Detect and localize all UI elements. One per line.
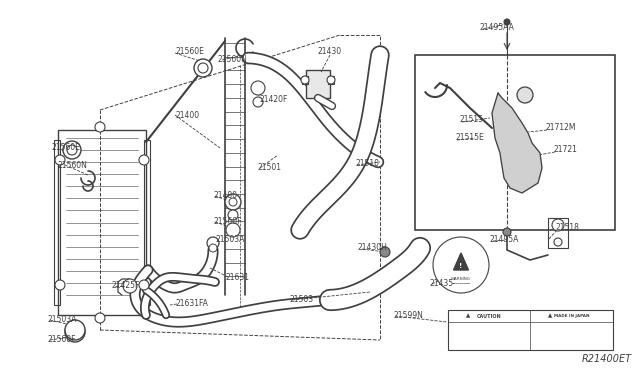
Circle shape (95, 122, 105, 132)
Circle shape (65, 320, 85, 340)
Text: 21400: 21400 (175, 110, 199, 119)
Bar (58, 130, 146, 315)
Circle shape (95, 313, 105, 323)
Circle shape (228, 210, 238, 220)
Text: !: ! (460, 263, 463, 269)
Text: 21631FA: 21631FA (175, 299, 208, 308)
Bar (448, 310, 613, 350)
Circle shape (55, 155, 65, 165)
Text: 21515E: 21515E (455, 134, 484, 142)
Text: 21721: 21721 (553, 145, 577, 154)
Text: CAUTION: CAUTION (477, 314, 502, 318)
Circle shape (504, 19, 510, 25)
Text: 21420F: 21420F (260, 96, 289, 105)
Polygon shape (454, 253, 468, 270)
Text: 21560E: 21560E (52, 144, 81, 153)
Text: 21495AA: 21495AA (480, 23, 515, 32)
Circle shape (301, 76, 309, 84)
Text: 21501: 21501 (258, 164, 282, 173)
Circle shape (123, 279, 137, 293)
Circle shape (225, 194, 241, 210)
Bar (306, 70, 330, 98)
Circle shape (207, 237, 219, 249)
Text: 21430H: 21430H (358, 244, 388, 253)
Bar (548, 218, 568, 248)
Text: 21560E: 21560E (175, 48, 204, 57)
Text: 21518: 21518 (555, 224, 579, 232)
Circle shape (433, 237, 489, 293)
Text: ▲: ▲ (548, 314, 552, 318)
Bar (54, 140, 60, 305)
Text: ─────────: ───────── (451, 282, 470, 286)
Text: 21503: 21503 (290, 295, 314, 305)
Bar (415, 55, 615, 230)
Text: 21560N: 21560N (218, 55, 248, 64)
Circle shape (327, 76, 335, 84)
Circle shape (251, 81, 265, 95)
Circle shape (503, 228, 511, 236)
Text: MADE IN JAPAN: MADE IN JAPAN (554, 314, 589, 318)
Bar (302, 76, 308, 84)
Text: 21560N: 21560N (57, 160, 87, 170)
Text: 21631: 21631 (225, 273, 249, 282)
Text: 21503A: 21503A (215, 235, 244, 244)
Polygon shape (492, 93, 542, 193)
Circle shape (226, 223, 240, 237)
Circle shape (67, 145, 77, 155)
Circle shape (380, 247, 390, 257)
Text: WARNING: WARNING (451, 277, 471, 281)
Circle shape (194, 59, 212, 77)
Bar (144, 140, 150, 305)
Circle shape (55, 280, 65, 290)
Text: 21510: 21510 (355, 158, 379, 167)
Circle shape (70, 327, 80, 337)
Circle shape (209, 244, 217, 252)
Text: 21599N: 21599N (393, 311, 423, 320)
Text: 21425F: 21425F (112, 280, 140, 289)
Text: 21515: 21515 (460, 115, 484, 125)
Text: ▲: ▲ (466, 314, 470, 318)
Text: 21560F: 21560F (48, 336, 77, 344)
Text: 21435: 21435 (430, 279, 454, 288)
Text: R21400ET: R21400ET (582, 354, 632, 364)
Circle shape (139, 280, 149, 290)
Circle shape (554, 238, 562, 246)
Circle shape (552, 219, 564, 231)
Circle shape (229, 198, 237, 206)
Circle shape (63, 141, 81, 159)
Text: 21503A: 21503A (48, 315, 77, 324)
Text: 21495A: 21495A (490, 235, 520, 244)
Circle shape (139, 155, 149, 165)
Circle shape (517, 87, 533, 103)
Circle shape (253, 97, 263, 107)
Circle shape (65, 322, 85, 342)
Circle shape (198, 63, 208, 73)
Text: 21560F: 21560F (213, 218, 241, 227)
Text: 21430: 21430 (318, 48, 342, 57)
Bar (328, 76, 334, 84)
Text: 21712M: 21712M (545, 124, 575, 132)
Text: 21480: 21480 (213, 190, 237, 199)
